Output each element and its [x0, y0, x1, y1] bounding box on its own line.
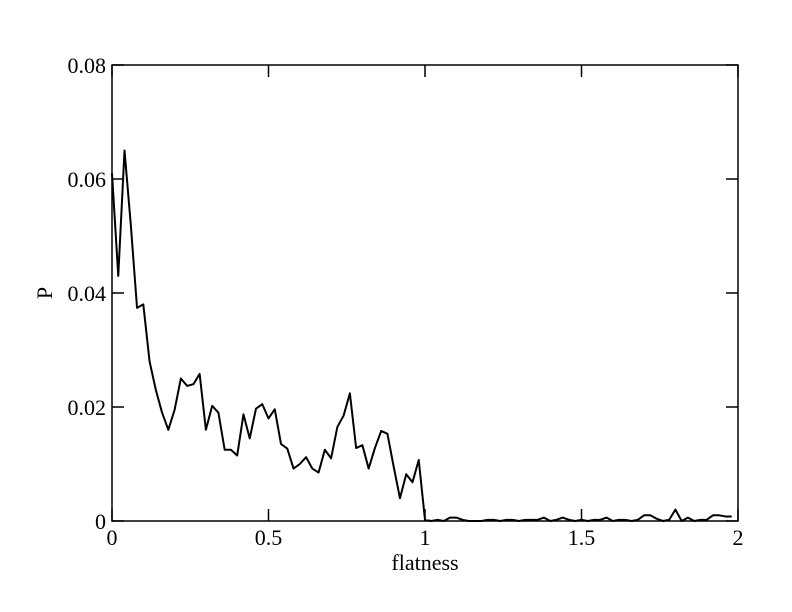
- x-tick-label: 1.5: [568, 525, 596, 550]
- y-tick-label: 0.02: [68, 395, 107, 420]
- x-tick-label: 2: [733, 525, 744, 550]
- data-line: [111, 149, 732, 522]
- x-tick-label: 0: [107, 525, 118, 550]
- x-axis-label: flatness: [391, 550, 458, 575]
- plot-frame: [111, 64, 739, 522]
- x-tick-label: 1: [420, 525, 431, 550]
- x-tick-label: 0.5: [255, 525, 283, 550]
- y-tick-label: 0.08: [68, 53, 107, 78]
- y-axis-label: P: [32, 287, 57, 299]
- y-tick-label: 0: [95, 509, 106, 534]
- y-tick-label: 0.06: [68, 167, 107, 192]
- y-tick-label: 0.04: [68, 281, 107, 306]
